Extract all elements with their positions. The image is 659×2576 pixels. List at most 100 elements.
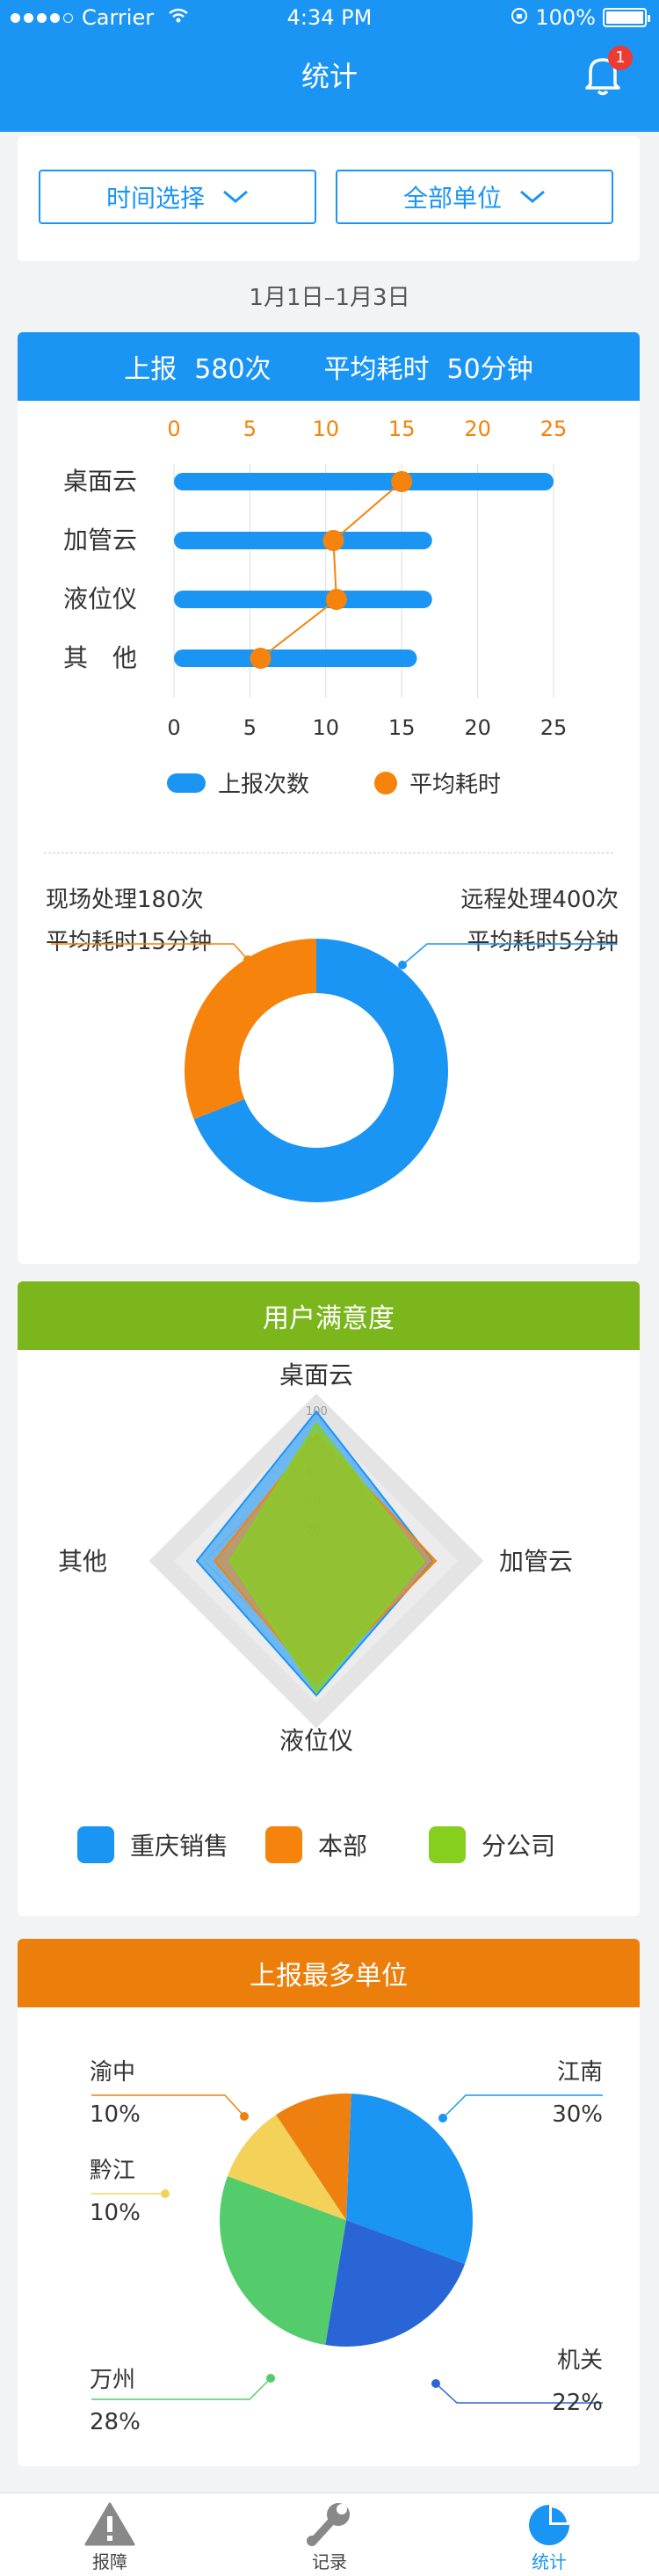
legend-swatch [77,1826,114,1863]
pie-label-name: 黔江 [90,2158,136,2184]
pie-label-wanzhou: 万州 28% [90,2359,141,2443]
carrier-label: Carrier [82,5,155,30]
tab-records[interactable]: 记录 [220,2493,439,2576]
pie-label-name: 万州 [90,2367,136,2393]
avg-point [391,471,413,492]
satisfaction-radar-chart: 10080604020桌面云加管云液位仪其他 [58,1361,573,1755]
x-tick-label-bottom: 10 [313,715,340,740]
bar [174,532,432,549]
status-bar: Carrier 4:34 PM 100% [0,0,659,35]
pie-leader-line [435,2383,603,2404]
pie-slice [227,2115,346,2220]
radar-axis-label: 加管云 [499,1547,573,1576]
radar-axis-label: 其他 [58,1547,107,1576]
category-label: 液位仪 [63,584,137,613]
x-tick-label-bottom: 25 [540,715,568,740]
leader-dot-left [243,955,252,964]
bar-chart-legend: 上报次数 平均耗时 [167,766,501,799]
pie-chart-icon [529,2505,569,2545]
tab-records-label: 记录 [312,2551,347,2572]
x-tick-label-bottom: 0 [167,715,180,740]
status-right: 100% [511,5,650,30]
top-units-banner: 上报最多单位 [18,1939,640,2007]
tab-bar: 报障 记录 统计 [0,2493,659,2576]
legend-count-label: 上报次数 [218,772,310,798]
pie-slice [346,2093,473,2264]
avg-label: 平均耗时 [323,354,430,385]
filter-card: 时间选择 全部单位 [18,136,640,261]
donut-right-label: 远程处理400次 平均耗时5分钟 [460,879,619,963]
leader-line-right [402,943,617,966]
orientation-lock-icon [511,5,528,30]
donut-right-line2: 平均耗时5分钟 [467,929,619,955]
leader-line-left [51,943,249,961]
pie-slice [276,2093,351,2220]
donut-right-line1: 远程处理400次 [460,887,619,913]
time-select-dropdown[interactable]: 时间选择 [39,170,316,224]
bar [174,473,554,490]
avg-value: 50分钟 [446,354,533,385]
radar-legend-item: 重庆销售 [77,1826,228,1863]
app-header: Carrier 4:34 PM 100% 统计 1 [0,0,659,132]
reports-label: 上报 [124,354,177,385]
wrench-icon [307,2503,350,2546]
pie-label-name: 渝中 [90,2059,136,2086]
radar-series-area [228,1421,425,1694]
avg-point [325,589,347,610]
pie-leader-dot [161,2189,170,2198]
notification-badge: 1 [608,46,633,70]
legend-swatch [429,1826,466,1863]
bar [174,591,432,608]
legend-avg-swatch [374,771,398,795]
pie-leader-dot [431,2379,440,2388]
pie-leader-line [91,2377,272,2400]
radar-legend-item: 本部 [265,1826,367,1863]
x-tick-label-top: 0 [167,417,180,441]
pie-leader-dot [240,2112,249,2121]
pie-label-pct: 30% [552,2101,603,2128]
donut-left-line2: 平均耗时15分钟 [46,929,213,955]
top-units-pie-chart [91,2093,603,2404]
battery-percent: 100% [535,5,596,30]
unit-select-dropdown[interactable]: 全部单位 [336,170,613,224]
pie-label-jiangnan: 江南 30% [552,2051,603,2136]
x-tick-label-top: 20 [464,417,491,441]
radar-axis-label: 液位仪 [279,1726,353,1755]
status-left: Carrier [11,5,189,30]
pie-label-qianjiang: 黔江 10% [90,2150,141,2234]
time-select-label: 时间选择 [105,184,205,213]
unit-select-label: 全部单位 [402,184,502,213]
x-tick-label-bottom: 15 [388,715,416,740]
x-tick-label-bottom: 20 [464,715,491,740]
tab-statistics[interactable]: 统计 [439,2493,659,2576]
satisfaction-banner: 用户满意度 [18,1281,640,1350]
tab-report[interactable]: 报障 [0,2493,220,2576]
leader-dot-right [398,961,407,969]
pie-leader-dot [438,2114,447,2122]
donut-left-label: 现场处理180次 平均耗时15分钟 [46,879,212,963]
legend-label: 分公司 [482,1832,556,1861]
status-time: 4:34 PM [286,5,373,30]
x-tick-label-top: 10 [313,417,340,441]
legend-label: 重庆销售 [130,1832,229,1861]
satisfaction-card: 用户满意度 10080604020桌面云加管云液位仪其他 重庆销售 本部 分公司 [18,1281,640,1916]
legend-swatch [265,1826,302,1863]
pie-label-name: 机关 [556,2347,603,2374]
pie-label-pct: 10% [90,2200,141,2226]
category-label: 其 他 [63,643,137,672]
radar-axis-label: 桌面云 [279,1361,353,1390]
x-tick-label-bottom: 5 [243,715,257,740]
avg-line [259,481,402,659]
x-tick-label-top: 15 [388,417,416,441]
bell-icon[interactable] [578,49,627,98]
page-title: 统计 [301,60,358,93]
pie-slice [325,2220,466,2347]
tab-report-label: 报障 [92,2551,127,2572]
pie-label-pct: 10% [90,2101,141,2128]
avg-point [250,648,272,669]
chevron-down-icon [520,190,545,203]
radar-legend-item: 分公司 [429,1826,555,1863]
processing-donut-chart [51,939,617,1202]
stats-banner: 上报 580次 平均耗时 50分钟 [18,332,640,401]
